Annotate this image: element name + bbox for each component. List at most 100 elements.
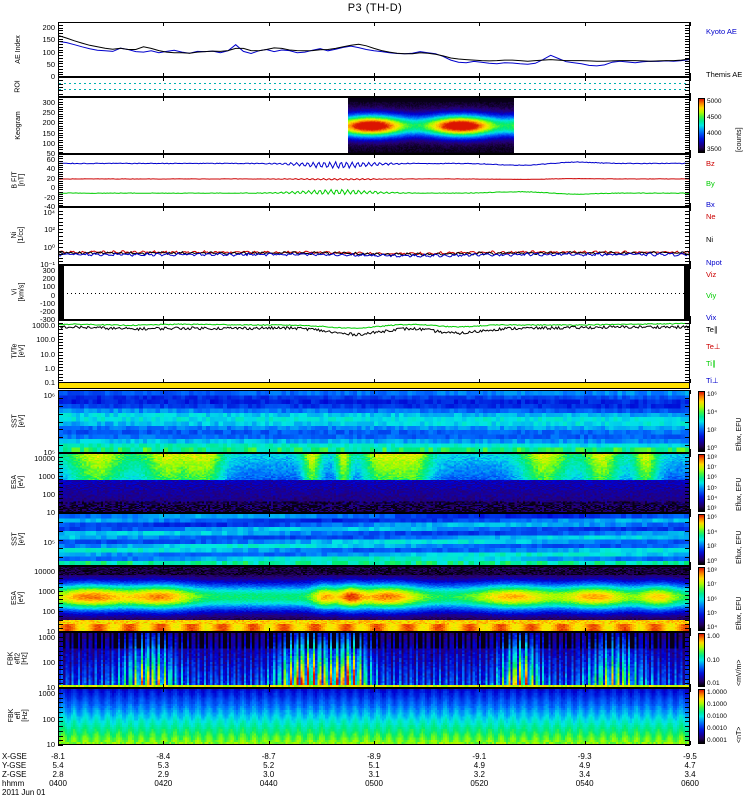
colorbar-tick: 10⁶ — [707, 514, 717, 521]
legend-npot: Npot — [706, 257, 722, 267]
ni-trace — [59, 250, 689, 257]
colorbar-tick: 10⁸ — [707, 454, 717, 461]
panel-ni-ytick: 10⁻¹ — [40, 260, 55, 269]
xaxis-tick-y_gse: 4.9 — [473, 761, 485, 770]
xaxis-tick-hhmm: 0420 — [154, 779, 173, 788]
colorbar-tick: 1.0000 — [707, 689, 727, 696]
legend-bz: Bz — [706, 159, 715, 168]
colorbar-label: Eflux, EFU — [736, 596, 743, 630]
vi-zero-line — [59, 292, 689, 294]
xaxis-date-label: 2011 Jun 01 — [2, 788, 46, 797]
colorbar-tick: 10² — [707, 543, 717, 551]
colorbar-tick: 0.10 — [707, 656, 720, 664]
panel-sst-e-ytick: 10⁵ — [43, 448, 55, 457]
panel-ae-ytick: 50 — [46, 59, 55, 69]
colorbar-tick: 1.00 — [707, 633, 720, 640]
panel-bfit-ytick: 20 — [46, 173, 55, 183]
colorbar-tick: 10⁴ — [707, 624, 718, 631]
colorbar-keogram — [698, 98, 705, 153]
colorbar-tick: 0.0001 — [707, 737, 727, 744]
sst-i-spectrogram — [59, 514, 689, 565]
panel-bfit — [58, 154, 690, 207]
xaxis-tick-x_gse: -9.3 — [577, 752, 592, 761]
xaxis-tick-z_gse: 2.9 — [157, 770, 169, 779]
panel-vi-ytick: 200 — [42, 274, 55, 284]
colorbar-label: Eflux, EFU — [736, 477, 743, 511]
colorbar-fbk-b — [698, 689, 705, 744]
colorbar-tick: 10⁶ — [707, 391, 717, 398]
panel-fbk-e-ytick: 1000 — [38, 633, 55, 642]
fbk-b-spectrogram — [59, 689, 689, 744]
panel-tite-ytick: 100.0 — [36, 335, 55, 345]
panel-fbk-e-ytick: 10 — [46, 683, 55, 692]
bfit-trace — [59, 160, 689, 170]
panel-esa-e-ytick: 1000 — [38, 472, 55, 481]
panel-ni-ytick: 10⁰ — [43, 242, 55, 252]
colorbar-tick: 10⁷ — [707, 581, 717, 589]
panel-bfit-ytick: 40 — [46, 164, 55, 174]
xaxis-row-label: Z-GSE — [2, 770, 27, 779]
tite-trace — [59, 324, 689, 337]
xaxis-tick-y_gse: 4.9 — [579, 761, 591, 770]
sst-e-spectrogram — [59, 391, 689, 452]
xaxis-tick-y_gse: 5.3 — [157, 761, 169, 770]
panel-ae — [58, 22, 690, 77]
panel-bfit-ytick: -40 — [44, 202, 55, 211]
colorbar-tick: 10⁰ — [707, 558, 717, 565]
panel-tite-ytick: 10.0 — [40, 349, 55, 359]
panel-ae-ytick: 0 — [50, 72, 55, 81]
panel-keogram-ytick: 300 — [42, 98, 55, 107]
xaxis-tick-y_gse: 5.2 — [263, 761, 275, 770]
page-title: P3 (TH-D) — [347, 2, 403, 14]
panel-vi-ytick: 100 — [42, 282, 55, 292]
legend-themisae: Themis AE — [706, 69, 743, 79]
xaxis-tick-x_gse: -8.4 — [156, 752, 171, 761]
legend-vix: Vix — [706, 312, 717, 322]
roi-marker — [59, 83, 689, 85]
panel-esa-i — [58, 566, 690, 632]
colorbar-tick: 0.1000 — [707, 701, 727, 708]
legend-te: Te∥ — [706, 325, 718, 334]
colorbar-fbk-e — [698, 633, 705, 687]
panel-vi-ytick: -100 — [39, 298, 55, 308]
panel-vi-ytick: 0 — [50, 290, 55, 300]
bfit-trace — [59, 177, 689, 181]
xaxis-tick-hhmm: 0600 — [681, 779, 699, 788]
colorbar-label: [counts] — [736, 127, 743, 152]
ni-trace — [59, 252, 689, 258]
panel-tite — [58, 320, 690, 383]
panel-fbk-b-ytick: 100 — [42, 714, 55, 724]
colorbar-tick: 10⁶ — [707, 474, 717, 482]
colorbar-tick: 10⁴ — [707, 409, 718, 416]
panel-sst-i-ytick: 10⁵ — [43, 537, 55, 547]
legend-ni: Ni — [706, 234, 714, 244]
panel-bfit-ytick: 0 — [50, 183, 55, 193]
panel-esa-e-ytick: 100 — [42, 490, 55, 499]
panel-keogram-ytick: 250 — [42, 108, 55, 118]
panel-fbk-e — [58, 632, 690, 688]
legend-te: Te⊥ — [706, 341, 721, 351]
panel-vi — [58, 265, 690, 320]
panel-tite-ytick: 1000.0 — [32, 321, 55, 330]
legend-by: By — [706, 179, 715, 189]
panel-ni-ytick: 10² — [44, 225, 55, 235]
colorbar-tick: 0.0010 — [707, 725, 727, 732]
colorbar-label: <nT> — [736, 726, 743, 743]
colorbar-tick: 4000 — [707, 130, 722, 137]
legend-ti: Ti⊥ — [706, 375, 719, 385]
legend-kyotoae: Kyoto AE — [706, 27, 737, 36]
keogram-image — [348, 98, 514, 153]
fbk-e-spectrogram — [59, 633, 689, 687]
xaxis-tick-x_gse: -9.1 — [472, 752, 487, 761]
xaxis-tick-z_gse: 3.1 — [368, 770, 380, 779]
xaxis-row-label: hhmm — [2, 779, 25, 788]
ae-trace — [59, 41, 689, 67]
colorbar-esa-e — [698, 454, 705, 512]
colorbar-tick: 10⁷ — [707, 464, 717, 472]
panel-keogram-ytick: 50 — [46, 149, 55, 158]
panel-ni-ytick: 10⁴ — [43, 208, 55, 217]
xaxis-tick-z_gse: 2.8 — [52, 770, 64, 779]
panel-sst-e-ytick: 10⁶ — [43, 391, 55, 400]
xaxis-tick-hhmm: 0400 — [49, 779, 67, 788]
